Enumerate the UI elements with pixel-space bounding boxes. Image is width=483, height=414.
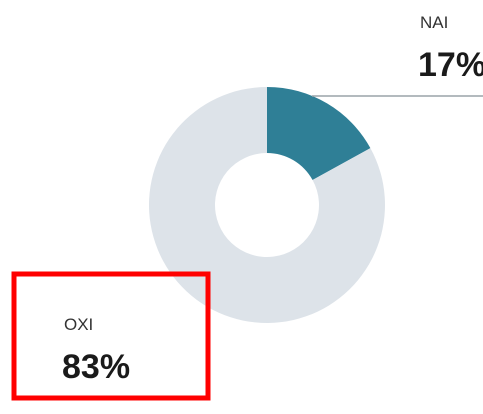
value-label: 83%	[62, 348, 130, 386]
category-label: OXI	[64, 315, 93, 334]
category-label: NAI	[420, 13, 448, 32]
donut-slice	[149, 87, 386, 323]
donut	[149, 87, 386, 323]
donut-slice	[267, 87, 371, 180]
value-label: 17%	[418, 46, 483, 84]
highlight-box	[11, 271, 211, 401]
